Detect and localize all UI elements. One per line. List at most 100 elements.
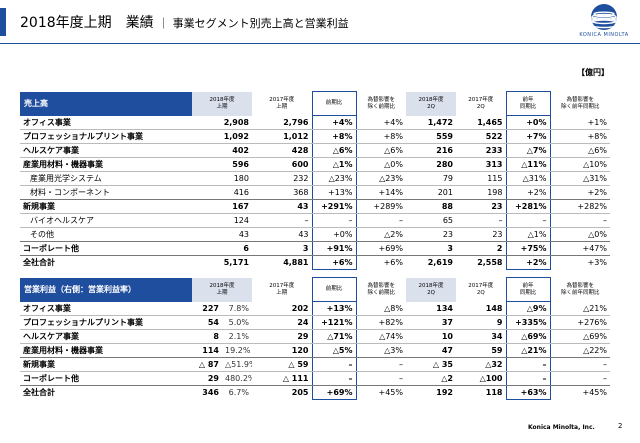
table-cell: +282% bbox=[550, 199, 610, 214]
table-cell: – bbox=[550, 213, 610, 228]
table-cell: 5,171 bbox=[192, 255, 252, 270]
table-cell: +8% bbox=[550, 129, 610, 144]
table-cell: 43 bbox=[252, 199, 312, 214]
op-col-header: 2018年度 上期 bbox=[192, 277, 252, 302]
row-label: オフィス事業 bbox=[20, 301, 192, 316]
table-cell: 23 bbox=[456, 227, 506, 242]
table-cell: 124 bbox=[192, 213, 252, 228]
table-cell: 114 bbox=[192, 343, 222, 358]
table-cell: – bbox=[550, 357, 610, 372]
op-col-header: 前年 同期比 bbox=[505, 277, 551, 302]
table-cell: +4% bbox=[311, 115, 357, 130]
table-cell: △71% bbox=[311, 329, 357, 344]
table-cell: 2,796 bbox=[252, 115, 312, 130]
row-label: コーポレート他 bbox=[20, 371, 192, 386]
table-cell: 480.2% bbox=[222, 371, 252, 386]
table-row: プロフェッショナルプリント事業 1,092 1,012 +8% +8% 559 522 +7%… bbox=[20, 129, 610, 144]
table-cell: △21% bbox=[550, 301, 610, 316]
op-col-header: 為替影響を 除く前期比 bbox=[367, 282, 395, 296]
footer-company: Konica Minolta, Inc. bbox=[528, 424, 595, 431]
table-cell: – bbox=[311, 371, 357, 386]
row-label: 産業用材料・機器事業 bbox=[20, 343, 192, 358]
table-cell: △31% bbox=[505, 171, 551, 186]
table-cell: △23% bbox=[356, 171, 406, 186]
table-cell: 37 bbox=[406, 315, 456, 330]
table-row: 産業用材料・機器事業 114 19.2% 120 △5% △3% 47 59 △21% △22% bbox=[20, 343, 610, 358]
table-cell: △1% bbox=[311, 157, 357, 172]
op-col-header: 2017年度 上期 bbox=[269, 282, 295, 296]
table-cell: △3% bbox=[356, 343, 406, 358]
table-cell: – bbox=[252, 213, 312, 228]
table-cell: 10 bbox=[406, 329, 456, 344]
table-cell: 313 bbox=[456, 157, 506, 172]
table-cell: △51.9% bbox=[222, 357, 252, 372]
table-cell: △5% bbox=[311, 343, 357, 358]
table-cell: △6% bbox=[356, 143, 406, 158]
title-accent-bar bbox=[0, 8, 6, 36]
table-cell: 43 bbox=[192, 227, 252, 242]
table-cell: +8% bbox=[311, 129, 357, 144]
op-header-row: 営業利益（右側：営業利益率） 2018年度 上期 2017年度 上期 前期比 為替影… bbox=[20, 277, 610, 302]
table-cell: 600 bbox=[252, 157, 312, 172]
table-cell: – bbox=[311, 213, 357, 228]
table-cell: – bbox=[505, 371, 551, 386]
table-cell: 7.8% bbox=[222, 301, 252, 316]
table-cell: +45% bbox=[356, 385, 406, 400]
table-cell: 2,619 bbox=[406, 255, 456, 270]
table-row: ヘルスケア事業 402 428 △6% △6% 216 233 △7% △6% bbox=[20, 143, 610, 158]
table-cell: 29 bbox=[252, 329, 312, 344]
table-cell: +289% bbox=[356, 199, 406, 214]
table-cell: 1,012 bbox=[252, 129, 312, 144]
table-cell: +4% bbox=[356, 115, 406, 130]
table-cell: 65 bbox=[406, 213, 456, 228]
page-number: 2 bbox=[618, 422, 623, 430]
sales-col-header: 前年 同期比 bbox=[505, 91, 551, 116]
table-cell: 202 bbox=[252, 301, 312, 316]
table-cell: +0% bbox=[311, 227, 357, 242]
table-row: その他 43 43 +0% △2% 23 23 △1% △0% bbox=[20, 227, 610, 242]
title-rule bbox=[0, 43, 640, 44]
table-cell: 416 bbox=[192, 185, 252, 200]
table-cell: +2% bbox=[550, 185, 610, 200]
sales-table: 売上高 2018年度 上期 2017年度 上期 前期比 為替影響を 除く前期比 201… bbox=[20, 91, 610, 270]
table-cell: △22% bbox=[550, 343, 610, 358]
sales-col-header: 2017年度 上期 bbox=[269, 96, 295, 110]
table-cell: 23 bbox=[406, 227, 456, 242]
table-cell: +6% bbox=[356, 255, 406, 270]
table-row: 全社合計 346 6.7% 205 +69% +45% 192 118 +63% +45% bbox=[20, 385, 610, 400]
table-cell: 4,881 bbox=[252, 255, 312, 270]
row-label: オフィス事業 bbox=[20, 115, 192, 130]
company-logo: KONICA MINOLTA bbox=[574, 2, 634, 42]
row-label: ヘルスケア事業 bbox=[20, 143, 192, 158]
table-cell: 2.1% bbox=[222, 329, 252, 344]
sales-header-row: 売上高 2018年度 上期 2017年度 上期 前期比 為替影響を 除く前期比 201… bbox=[20, 91, 610, 116]
table-cell: 59 bbox=[456, 343, 506, 358]
table-cell: 19.2% bbox=[222, 343, 252, 358]
table-cell: +69% bbox=[311, 385, 357, 400]
table-cell: 6 bbox=[192, 241, 252, 256]
table-cell: 232 bbox=[252, 171, 312, 186]
table-cell: – bbox=[356, 357, 406, 372]
title-bar: 2018年度上期 業績 ｜ 事業セグメント別売上高と営業利益 KONICA MI… bbox=[0, 0, 640, 44]
table-cell: △1% bbox=[505, 227, 551, 242]
table-cell: 3 bbox=[252, 241, 312, 256]
table-cell: – bbox=[356, 213, 406, 228]
table-cell: △74% bbox=[356, 329, 406, 344]
table-cell: 120 bbox=[252, 343, 312, 358]
logo-wordmark: KONICA MINOLTA bbox=[579, 32, 629, 38]
table-cell: 280 bbox=[406, 157, 456, 172]
row-label: 全社合計 bbox=[20, 255, 192, 270]
op-table-body: オフィス事業 227 7.8% 202 +13% △8% 134 148 △9% △21% プロフェ… bbox=[20, 301, 610, 400]
table-cell: – bbox=[505, 213, 551, 228]
table-cell: 1,092 bbox=[192, 129, 252, 144]
table-cell: +47% bbox=[550, 241, 610, 256]
table-cell: 233 bbox=[456, 143, 506, 158]
unit-label: 【億円】 bbox=[577, 68, 609, 77]
table-cell: △69% bbox=[505, 329, 551, 344]
op-col-header: 前期比 bbox=[311, 277, 357, 302]
table-row: 材料・コンポーネント 416 368 +13% +14% 201 198 +2% +2% bbox=[20, 185, 610, 200]
table-cell: 43 bbox=[252, 227, 312, 242]
table-cell: 2 bbox=[456, 241, 506, 256]
table-row: 産業用材料・機器事業 596 600 △1% △0% 280 313 △11% △10% bbox=[20, 157, 610, 172]
table-cell: +281% bbox=[505, 199, 551, 214]
